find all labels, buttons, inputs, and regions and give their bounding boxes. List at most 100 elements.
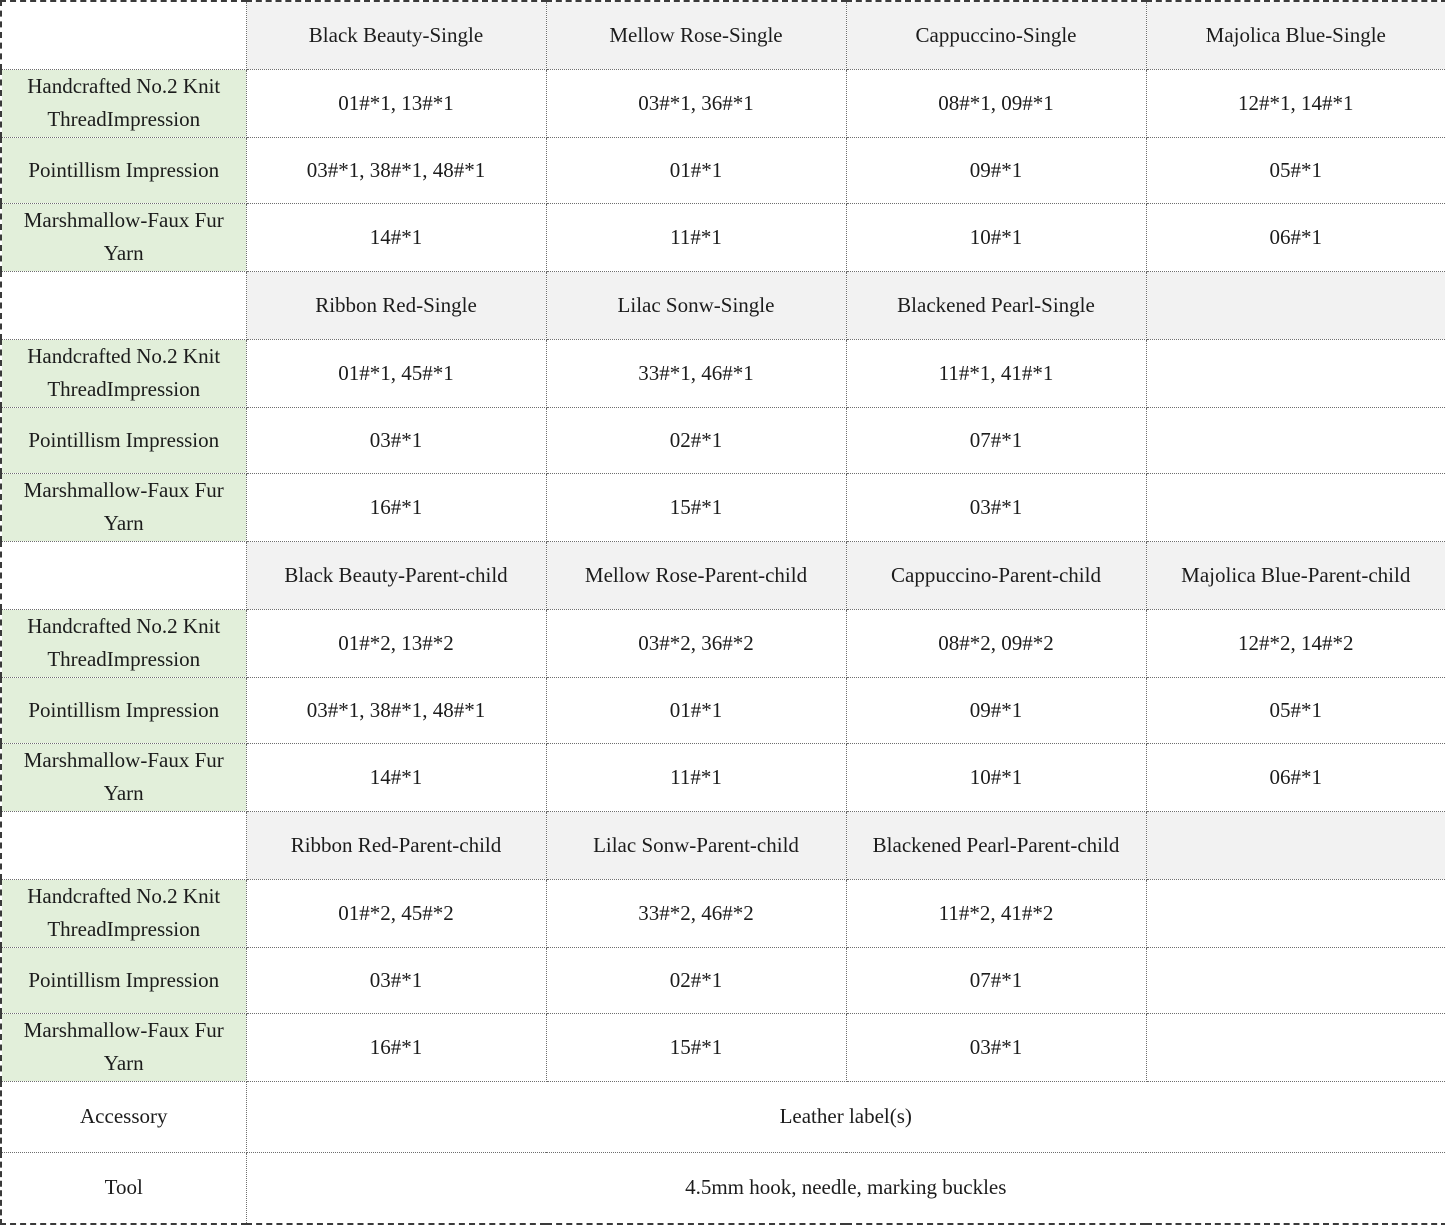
header-cell: Ribbon Red-Parent-child: [245, 810, 547, 880]
value-cell: 11#*1: [545, 202, 847, 272]
row-label-cell: Handcrafted No.2 Knit ThreadImpression: [0, 68, 247, 138]
row-label-cell: Pointillism Impression: [0, 946, 247, 1014]
header-cell: Majolica Blue-Parent-child: [1145, 540, 1445, 610]
value-cell: 03#*1, 38#*1, 48#*1: [245, 676, 547, 744]
value-cell: 08#*2, 09#*2: [845, 608, 1147, 678]
value-cell: 03#*1, 36#*1: [545, 68, 847, 138]
table-row: Pointillism Impression 03#*1, 38#*1, 48#…: [0, 676, 1445, 744]
table-row: Pointillism Impression 03#*1 02#*1 07#*1: [0, 406, 1445, 474]
value-cell: 01#*1, 45#*1: [245, 338, 547, 408]
value-cell: [1145, 878, 1445, 948]
header-cell: Majolica Blue-Single: [1145, 0, 1445, 70]
value-cell: [1145, 1012, 1445, 1082]
value-cell: 09#*1: [845, 676, 1147, 744]
row-label-cell: Marshmallow-Faux Fur Yarn: [0, 1012, 247, 1082]
header-cell: Black Beauty-Parent-child: [245, 540, 547, 610]
value-cell: [1145, 946, 1445, 1014]
row-label-cell: Handcrafted No.2 Knit ThreadImpression: [0, 878, 247, 948]
row-label-cell: Handcrafted No.2 Knit ThreadImpression: [0, 338, 247, 408]
row-label-cell: Marshmallow-Faux Fur Yarn: [0, 202, 247, 272]
corner-cell: [0, 540, 247, 610]
section-header-row: Ribbon Red-Single Lilac Sonw-Single Blac…: [0, 270, 1445, 340]
value-cell: 02#*1: [545, 946, 847, 1014]
value-cell: 02#*1: [545, 406, 847, 474]
value-cell: 33#*2, 46#*2: [545, 878, 847, 948]
value-cell: [1145, 338, 1445, 408]
header-cell: Ribbon Red-Single: [245, 270, 547, 340]
header-cell: Blackened Pearl-Single: [845, 270, 1147, 340]
value-cell: 01#*1, 13#*1: [245, 68, 547, 138]
value-cell: 03#*1: [845, 1012, 1147, 1082]
table-row: Pointillism Impression 03#*1, 38#*1, 48#…: [0, 136, 1445, 204]
value-cell: 06#*1: [1145, 202, 1445, 272]
value-cell: 03#*1: [245, 946, 547, 1014]
value-cell: 05#*1: [1145, 136, 1445, 204]
header-cell: Black Beauty-Single: [245, 0, 547, 70]
row-label-cell: Pointillism Impression: [0, 136, 247, 204]
value-cell: 03#*1: [245, 406, 547, 474]
value-cell: 14#*1: [245, 202, 547, 272]
table-row: Pointillism Impression 03#*1 02#*1 07#*1: [0, 946, 1445, 1014]
value-cell: 07#*1: [845, 946, 1147, 1014]
section-header-row: Black Beauty-Single Mellow Rose-Single C…: [0, 0, 1445, 70]
table-row: Handcrafted No.2 Knit ThreadImpression 0…: [0, 608, 1445, 678]
value-cell: 14#*1: [245, 742, 547, 812]
value-cell: 09#*1: [845, 136, 1147, 204]
value-cell: 06#*1: [1145, 742, 1445, 812]
row-label-cell: Pointillism Impression: [0, 406, 247, 474]
corner-cell: [0, 0, 247, 70]
value-cell: 01#*2, 13#*2: [245, 608, 547, 678]
value-cell: 01#*2, 45#*2: [245, 878, 547, 948]
header-cell: Lilac Sonw-Single: [545, 270, 847, 340]
corner-cell: [0, 810, 247, 880]
table-row: Handcrafted No.2 Knit ThreadImpression 0…: [0, 878, 1445, 948]
table-row: Marshmallow-Faux Fur Yarn 14#*1 11#*1 10…: [0, 202, 1445, 272]
header-cell: Blackened Pearl-Parent-child: [845, 810, 1147, 880]
header-cell: Lilac Sonw-Parent-child: [545, 810, 847, 880]
table-row: Marshmallow-Faux Fur Yarn 16#*1 15#*1 03…: [0, 472, 1445, 542]
value-cell: 11#*1, 41#*1: [845, 338, 1147, 408]
footer-row-accessory: Accessory Leather label(s): [0, 1080, 1445, 1153]
value-cell: [1145, 472, 1445, 542]
value-cell: 01#*1: [545, 136, 847, 204]
section-header-row: Black Beauty-Parent-child Mellow Rose-Pa…: [0, 540, 1445, 610]
header-cell: Mellow Rose-Single: [545, 0, 847, 70]
header-cell: [1145, 270, 1445, 340]
value-cell: 01#*1: [545, 676, 847, 744]
row-label-cell: Handcrafted No.2 Knit ThreadImpression: [0, 608, 247, 678]
value-cell: 05#*1: [1145, 676, 1445, 744]
value-cell: [1145, 406, 1445, 474]
footer-row-tool: Tool 4.5mm hook, needle, marking buckles: [0, 1151, 1445, 1225]
table-row: Handcrafted No.2 Knit ThreadImpression 0…: [0, 68, 1445, 138]
value-cell: 15#*1: [545, 472, 847, 542]
value-cell: 03#*1: [845, 472, 1147, 542]
value-cell: 4.5mm hook, needle, marking buckles: [245, 1151, 1445, 1225]
row-label-cell: Marshmallow-Faux Fur Yarn: [0, 472, 247, 542]
value-cell: 07#*1: [845, 406, 1147, 474]
value-cell: 03#*1, 38#*1, 48#*1: [245, 136, 547, 204]
row-label-cell: Tool: [0, 1151, 247, 1225]
header-cell: [1145, 810, 1445, 880]
header-cell: Cappuccino-Parent-child: [845, 540, 1147, 610]
value-cell: 12#*1, 14#*1: [1145, 68, 1445, 138]
table-row: Marshmallow-Faux Fur Yarn 16#*1 15#*1 03…: [0, 1012, 1445, 1082]
value-cell: 16#*1: [245, 472, 547, 542]
value-cell: 08#*1, 09#*1: [845, 68, 1147, 138]
value-cell: 10#*1: [845, 742, 1147, 812]
value-cell: 15#*1: [545, 1012, 847, 1082]
row-label-cell: Marshmallow-Faux Fur Yarn: [0, 742, 247, 812]
value-cell: 33#*1, 46#*1: [545, 338, 847, 408]
value-cell: 12#*2, 14#*2: [1145, 608, 1445, 678]
value-cell: 03#*2, 36#*2: [545, 608, 847, 678]
row-label-cell: Pointillism Impression: [0, 676, 247, 744]
table-row: Marshmallow-Faux Fur Yarn 14#*1 11#*1 10…: [0, 742, 1445, 812]
corner-cell: [0, 270, 247, 340]
value-cell: 10#*1: [845, 202, 1147, 272]
value-cell: 11#*1: [545, 742, 847, 812]
header-cell: Mellow Rose-Parent-child: [545, 540, 847, 610]
table-row: Handcrafted No.2 Knit ThreadImpression 0…: [0, 338, 1445, 408]
header-cell: Cappuccino-Single: [845, 0, 1147, 70]
value-cell: 16#*1: [245, 1012, 547, 1082]
value-cell: 11#*2, 41#*2: [845, 878, 1147, 948]
